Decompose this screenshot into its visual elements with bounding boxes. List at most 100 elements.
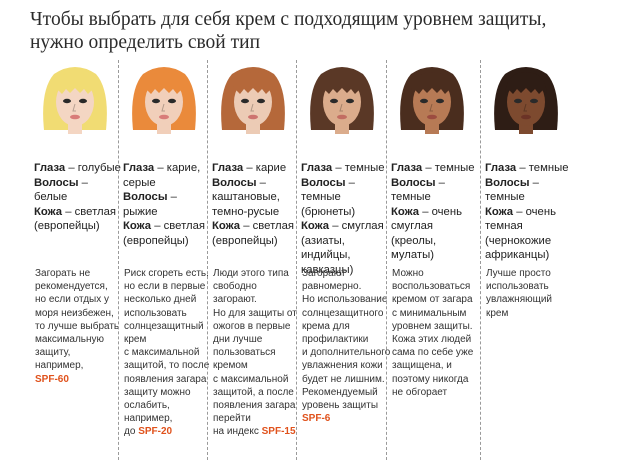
face-shape <box>145 78 183 126</box>
advice-line: то лучше выбрать <box>35 320 120 332</box>
advice-line: ожогов в первые <box>213 320 291 332</box>
type-advice: Загорать не рекомендуется, но если отдых у… <box>35 267 121 386</box>
attribute-label: Кожа <box>391 205 420 218</box>
type-attributes: Глаза – темные Волосы – темные Кожа – очен… <box>485 161 573 263</box>
face-illustration <box>221 67 285 134</box>
attribute-label: Волосы <box>34 176 79 189</box>
advice-line: пользоваться <box>213 347 276 359</box>
attribute-value: – темные <box>332 162 385 174</box>
attribute-label: Глаза <box>123 162 155 174</box>
attribute-line: Глаза – карие <box>212 161 300 176</box>
attribute-line: (брюнеты) <box>301 205 389 220</box>
attribute-value: (чернокожие <box>485 234 552 247</box>
type-advice: Люди этого типа свободно загорают. Но для з… <box>213 267 299 439</box>
advice-line: использовать <box>124 307 187 319</box>
attribute-line: Кожа – светлая <box>123 219 211 234</box>
attribute-line: Волосы – рыжие <box>123 190 211 219</box>
advice-line: но если отдых у <box>35 294 110 306</box>
attribute-line: темная <box>485 219 573 234</box>
advice-line: Риск сгореть есть, <box>124 268 209 279</box>
attribute-value: – голубые <box>65 162 121 174</box>
attribute-value: африканцы) <box>485 249 550 261</box>
type-column: Глаза – темные Волосы – темные Кожа – очен… <box>386 60 478 460</box>
attribute-line: Волосы – белые <box>34 176 122 205</box>
advice-line: несколько дней <box>124 294 197 306</box>
attribute-value: – темные <box>301 176 355 204</box>
attribute-value: (европейцы) <box>34 220 100 232</box>
attribute-value: смуглая (креолы, <box>391 220 437 247</box>
attribute-label: Глаза <box>212 162 244 174</box>
attribute-line: Волосы – темные <box>301 176 389 205</box>
left-eye <box>63 98 71 104</box>
attribute-label: Волосы <box>123 191 168 203</box>
attribute-label: Волосы <box>485 176 530 189</box>
advice-line: и дополнительного <box>302 347 391 359</box>
right-eye <box>257 98 265 104</box>
attribute-line: (европейцы) <box>212 234 300 249</box>
face-illustration <box>310 67 374 134</box>
attribute-value: – светлая <box>151 220 205 232</box>
right-eye <box>530 98 538 104</box>
attribute-line: Кожа – очень <box>391 205 479 220</box>
attribute-line: Глаза – темные <box>301 161 389 176</box>
advice-line: профилактики <box>302 334 369 346</box>
attribute-line: Кожа – светлая <box>34 205 122 220</box>
bangs-shape <box>54 72 96 94</box>
spf-value: SPF-6 <box>302 413 331 425</box>
nose <box>523 103 527 112</box>
nose <box>161 103 165 112</box>
right-eye <box>79 98 87 104</box>
advice-line: Загорать не <box>35 268 91 279</box>
title-line-1: Чтобы выбрать для себя крем с подходящим… <box>30 9 547 30</box>
attribute-value: мулаты) <box>391 249 434 261</box>
attribute-value: – светлая <box>240 220 294 232</box>
attribute-value: – карие, <box>154 162 201 174</box>
advice-line: кремом <box>213 360 248 372</box>
attribute-value: каштановые, <box>212 191 280 203</box>
attribute-value: – очень <box>419 205 462 218</box>
advice-line: поэтому никогда <box>392 373 469 385</box>
attribute-value: темная <box>485 220 523 232</box>
advice-line: сама по себе уже <box>392 347 474 359</box>
advice-line: Но для защиты от <box>213 307 297 319</box>
attribute-line: Кожа – очень <box>485 205 573 220</box>
type-attributes: Глаза – голубые Волосы – белые Кожа – свет… <box>34 161 122 234</box>
advice-line: перейти <box>213 413 251 425</box>
nose <box>72 103 76 112</box>
advice-line: моря неизбежен, <box>35 307 114 319</box>
attribute-value: (европейцы) <box>123 234 189 247</box>
advice-line: защиту можно <box>124 386 191 398</box>
face-illustration <box>43 67 107 134</box>
advice-line: Но использование <box>302 294 388 306</box>
page-title: Чтобы выбрать для себя крем с подходящим… <box>30 8 615 54</box>
attribute-value: (азиаты, индийцы, <box>301 234 351 262</box>
attribute-label: Кожа <box>123 220 152 232</box>
lips <box>337 114 347 120</box>
attribute-label: Кожа <box>485 205 514 218</box>
type-advice: Лучше просто использовать увлажняющий крем <box>486 267 572 320</box>
attribute-value: – темные <box>516 162 569 174</box>
left-eye <box>420 98 428 104</box>
advice-line: например, <box>124 413 173 425</box>
attribute-line: Глаза – темные <box>391 161 479 176</box>
advice-line: ослабить, <box>124 400 170 412</box>
attribute-line: (европейцы) <box>123 234 211 249</box>
attribute-value: – светлая <box>62 205 116 218</box>
type-advice: Можно воспользоваться кремом от загара с ми… <box>392 267 478 399</box>
advice-line: защитой, а после <box>213 386 294 398</box>
advice-line: воспользоваться <box>392 281 471 293</box>
spf-value: SPF-15 <box>261 426 296 438</box>
advice-line: свободно <box>213 281 257 293</box>
face-illustration <box>494 67 558 134</box>
attribute-value: кавказцы) <box>301 263 354 276</box>
spf-value: SPF-60 <box>35 373 69 385</box>
nose <box>429 103 433 112</box>
bangs-shape <box>505 72 547 94</box>
lips <box>521 114 531 120</box>
advice-line: загорают. <box>213 294 257 306</box>
attribute-value: (европейцы) <box>212 234 278 247</box>
face-shape <box>323 78 361 126</box>
attribute-label: Кожа <box>301 220 330 232</box>
attribute-line: (азиаты, индийцы, <box>301 234 389 263</box>
lips <box>159 114 169 120</box>
